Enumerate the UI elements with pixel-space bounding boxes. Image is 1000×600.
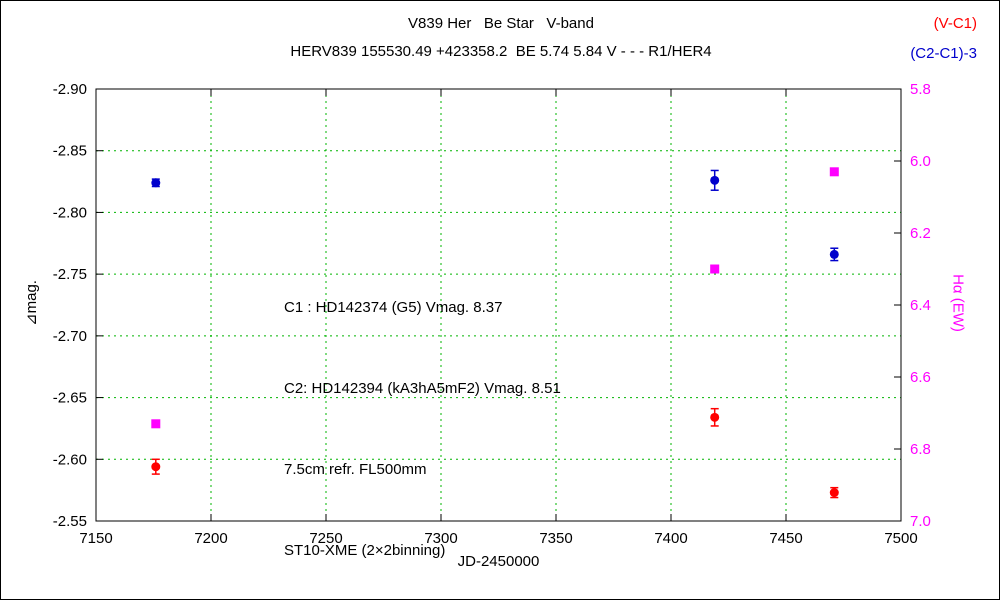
y-tick-label-right: 6.4 xyxy=(910,297,931,314)
y-tick-label-right: 6.0 xyxy=(910,153,931,170)
y-axis-label-left: ⊿mag. xyxy=(23,280,40,326)
y-tick-label-left: -2.80 xyxy=(53,204,87,221)
y-tick-label-left: -2.70 xyxy=(53,328,87,345)
y-tick-label-left: -2.60 xyxy=(53,451,87,468)
y-tick-label-right: 6.2 xyxy=(910,225,931,242)
data-point-circle xyxy=(151,178,161,188)
y-tick-label-right: 6.6 xyxy=(910,369,931,386)
x-tick-label: 7250 xyxy=(309,530,342,547)
data-point-circle xyxy=(710,175,720,185)
y-axis-label-right: Hα (EW) xyxy=(949,274,967,332)
y-tick-label-right: 5.8 xyxy=(910,81,931,98)
chart-subtitle: HERV839 155530.49 +423358.2 BE 5.74 5.84… xyxy=(290,43,712,60)
x-tick-label: 7200 xyxy=(194,530,227,547)
data-point-square xyxy=(829,167,839,177)
data-point-circle xyxy=(710,412,720,422)
data-point-circle xyxy=(829,488,839,498)
annotation-line-camera: ST10-XME (2×2binning) xyxy=(284,542,446,559)
y-tick-label-left: -2.65 xyxy=(53,390,87,407)
annotation-block: C1 : HD142374 (G5) Vmag. 8.37 C2: HD1423… xyxy=(284,240,561,599)
x-tick-label: 7450 xyxy=(769,530,802,547)
x-tick-label: 7150 xyxy=(79,530,112,547)
data-point-circle xyxy=(829,249,839,259)
y-tick-label-left: -2.85 xyxy=(53,143,87,160)
x-tick-label: 7300 xyxy=(424,530,457,547)
x-tick-label: 7350 xyxy=(539,530,572,547)
annotation-line-c1: C1 : HD142374 (G5) Vmag. 8.37 xyxy=(284,299,503,316)
y-tick-label-right: 7.0 xyxy=(910,513,931,530)
y-tick-label-right: 6.8 xyxy=(910,441,931,458)
x-axis-label: JD-2450000 xyxy=(457,553,540,570)
x-tick-label: 7400 xyxy=(654,530,687,547)
annotation-line-c2: C2: HD142394 (kA3hA5mF2) Vmag. 8.51 xyxy=(284,380,561,397)
y-tick-label-left: -2.90 xyxy=(53,81,87,98)
y-tick-label-left: -2.75 xyxy=(53,266,87,283)
y-tick-label-left: -2.55 xyxy=(53,513,87,530)
chart-title: V839 Her Be Star V-band xyxy=(408,15,594,32)
data-point-square xyxy=(710,264,720,274)
annotation-line-telescope: 7.5cm refr. FL500mm xyxy=(284,461,427,478)
x-tick-label: 7500 xyxy=(884,530,917,547)
data-point-square xyxy=(151,419,161,429)
legend-label-v-c1: (V-C1) xyxy=(933,15,977,32)
legend-label-c2-c1-minus-3: (C2-C1)-3 xyxy=(910,45,977,62)
data-point-circle xyxy=(151,462,161,472)
